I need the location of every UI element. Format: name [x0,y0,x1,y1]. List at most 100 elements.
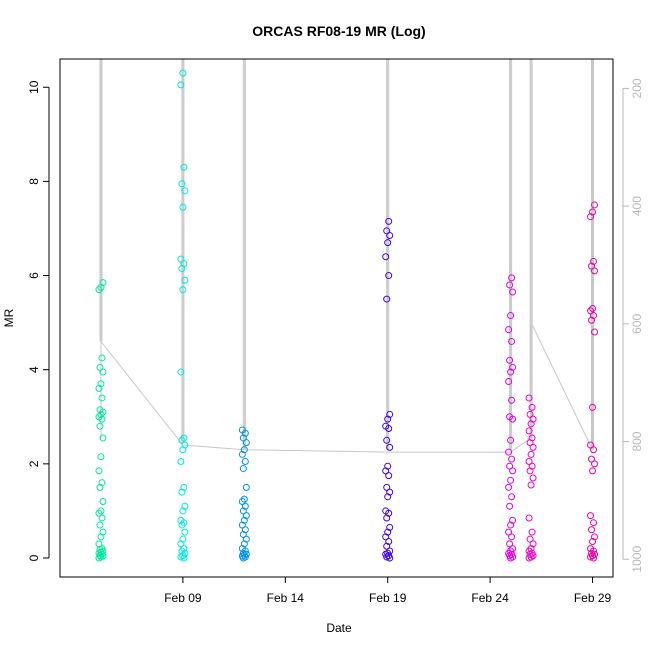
data-point [385,217,393,225]
data-point [178,264,186,272]
y-tick-label: 0 [27,554,41,561]
data-point [238,426,246,434]
data-point [99,279,107,287]
data-point [177,457,185,465]
data-point [507,368,515,376]
y-tick-label: 8 [27,178,41,185]
data-point [181,276,189,284]
right-tick-label: 400 [630,196,644,216]
data-point [506,413,514,421]
y-tick-label: 2 [27,460,41,467]
data-point [505,528,513,536]
data-point [179,69,187,77]
data-point [507,476,515,484]
data-point [178,521,186,529]
data-point [238,498,246,506]
data-point [179,203,187,211]
data-point [239,434,247,442]
data-point [96,406,104,414]
data-point [178,488,186,496]
data-point [177,368,185,376]
data-point [588,455,596,463]
data-point [525,394,533,402]
data-point [589,538,597,546]
data-point [239,507,247,515]
data-point [589,305,597,312]
data-point [527,450,535,458]
data-point [528,434,536,442]
data-point [242,483,250,491]
data-point [239,465,247,473]
data-point [95,385,103,393]
data-point [240,540,248,548]
data-point [180,483,188,491]
data-point [383,227,391,235]
data-point [506,540,514,548]
data-points-layer [95,69,599,562]
y-tick-label: 6 [27,272,41,279]
data-point [591,201,599,209]
data-point [181,502,189,510]
data-point [587,307,595,315]
data-point [95,286,103,294]
data-point [97,380,105,388]
data-point [527,481,535,489]
data-point [589,403,597,411]
data-point [177,255,185,263]
data-point [589,467,597,475]
data-point [384,462,392,470]
data-point [507,436,515,444]
data-point [241,457,249,465]
data-point [508,455,516,463]
data-point [181,187,189,195]
data-point [526,535,534,543]
x-tick-label: Feb 24 [471,591,509,605]
data-point [95,413,103,421]
data-point [95,509,103,517]
data-point [99,434,107,442]
data-point [587,441,595,449]
data-point [238,521,246,529]
data-point [179,286,187,294]
data-point [383,483,391,491]
data-point [525,457,533,465]
data-point [587,213,595,221]
data-point [383,436,391,444]
data-point [384,549,392,557]
data-point [528,403,536,411]
data-point [382,467,390,475]
data-point [505,377,513,385]
data-point [384,493,392,501]
data-point [179,507,187,515]
data-point [382,422,390,430]
data-point [95,467,103,475]
y-tick-label: 10 [27,80,41,94]
data-point [527,420,535,428]
data-point [97,283,105,291]
data-point [180,163,188,171]
data-point [509,288,517,296]
data-point [384,239,392,247]
data-point [177,516,185,524]
data-point [239,530,247,538]
data-point [179,446,187,454]
data-point [506,281,514,289]
data-point [384,528,392,536]
data-point [506,356,514,364]
data-point [99,498,107,506]
data-point [179,535,187,543]
data-point [238,545,246,553]
data-point [96,422,104,430]
data-point [97,533,105,541]
data-point [97,410,105,418]
right-tick-label: 200 [630,78,644,98]
data-point [181,528,189,536]
data-point [505,326,513,334]
data-point [96,483,104,491]
data-point [384,415,392,423]
x-tick-label: Feb 29 [574,591,612,605]
axes-layer: 0 2 4 6 8 10 Feb 09 Feb 14 Feb 19 Feb 24 Feb 29 200… [27,78,644,605]
data-point [240,495,248,503]
right-tick-label: 800 [630,431,644,451]
data-point [505,549,513,557]
